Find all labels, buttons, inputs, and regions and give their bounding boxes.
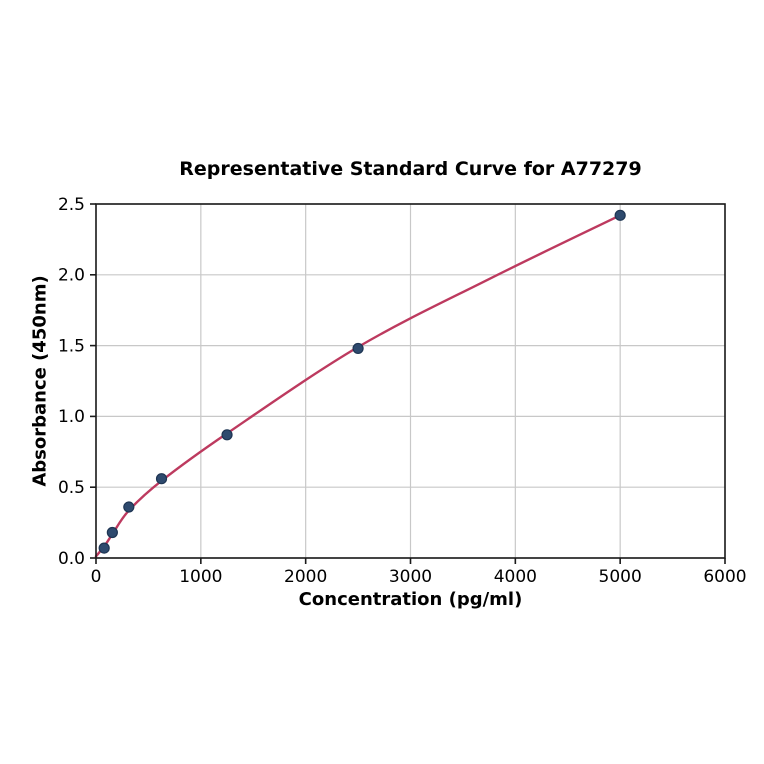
data-point [221,429,233,441]
x-tick-label: 0 [91,567,102,587]
x-tick-label: 6000 [703,567,746,587]
data-point [352,342,364,355]
x-tick-label: 1000 [179,567,222,587]
data-point [155,473,168,485]
y-tick-label: 1.5 [58,336,85,356]
fit-curve-line [94,214,622,558]
x-tick-label: 3000 [389,567,432,587]
y-axis-label: Absorbance (450nm) [29,275,51,487]
y-tick-label: 0.5 [58,478,85,498]
y-tick-label: 2.5 [58,195,85,215]
gridlines [95,203,726,559]
chart-title: Representative Standard Curve for A77279 [179,158,642,180]
x-tick-label: 2000 [284,567,327,587]
data-point [106,526,118,539]
data-point [123,501,135,513]
data-point [614,209,626,221]
x-tick-label: 4000 [494,567,537,587]
fit-curve-layer [94,214,622,558]
x-axis-label: Concentration (pg/ml) [298,589,523,610]
axis-ticks-layer [90,203,726,564]
x-tick-label: 5000 [599,567,642,587]
y-tick-label: 0.0 [58,549,85,569]
data-point [98,542,110,554]
y-tick-label: 2.0 [58,266,85,286]
y-tick-label: 1.0 [58,407,85,427]
tick-labels-layer: 0 1000 2000 3000 4000 5000 6000 0.0 0.5 1.0 1.5 2.0… [58,195,747,587]
data-points-layer [98,209,626,554]
